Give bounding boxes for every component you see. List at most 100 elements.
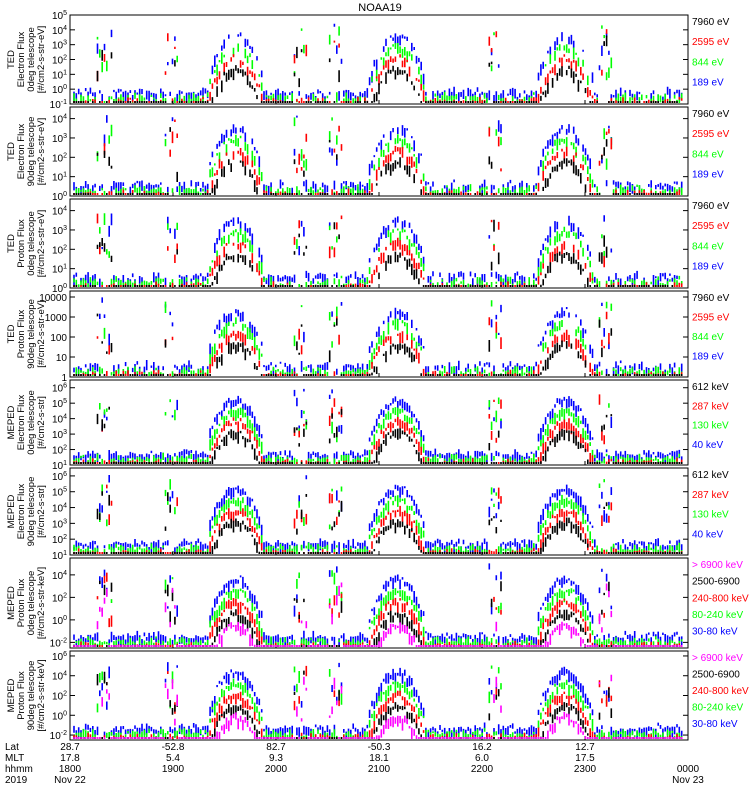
panel-2: TEDElectron Flux90deg telescope[#/cm2-s-… (6, 106, 730, 203)
legend-entry: 2595 eV (692, 221, 730, 232)
tick-label: 100 (52, 84, 67, 96)
tick-label: 1000 (45, 313, 68, 324)
x-lat-label: 82.7 (266, 742, 286, 753)
x-hhmm-label: 2300 (574, 764, 597, 775)
series-magenta-marks (73, 674, 683, 739)
legend-entry: 2595 eV (692, 129, 730, 140)
tick-label: 104 (52, 414, 67, 426)
tick-label: 102 (52, 691, 67, 703)
legend-entry: 189 eV (692, 262, 724, 273)
series-green-marks (75, 117, 683, 195)
panel-8: MEPEDProton Flux90deg telescope[#/cm2-s-… (6, 650, 749, 742)
legend: > 6900 keV 2500-6900 240-800 keV 80-240 keV… (692, 560, 749, 638)
tick-label: 104 (52, 114, 67, 126)
x-hhmm-label: 0000 (677, 764, 700, 775)
tick-label: 106 (52, 383, 67, 395)
y-axis-label: MEPEDProton Flux0deg telescope[#/cm2-s-s… (6, 567, 47, 639)
tick-label: 100 (52, 710, 67, 722)
tick-label: 101 (52, 550, 67, 562)
series-red-marks (73, 394, 683, 464)
legend-entry: 844 eV (692, 332, 724, 343)
x-date-label: Nov 23 (672, 775, 704, 786)
legend: 612 keV 287 keV 130 keV 40 keV (692, 382, 729, 451)
legend-entry: 80-240 keV (692, 610, 743, 621)
legend-entry: 2500-6900 (692, 669, 740, 680)
x-row-label: 2019 (5, 775, 28, 786)
legend-entry: 30-80 keV (692, 627, 738, 638)
series-black-marks (73, 219, 674, 287)
legend-entry: 7960 eV (692, 201, 730, 212)
legend-entry: 2595 eV (692, 313, 730, 324)
tick-label: 104 (52, 570, 67, 582)
panel-1: TEDElectron Flux0deg telescope[#/cm2-s-s… (6, 10, 730, 111)
tick-label: 10-2 (50, 637, 67, 649)
y-axis-label: MEPEDElectron Flux90deg telescope[#/cm2-… (6, 477, 47, 547)
y-axis-label: MEPEDProton Flux90deg telescope[#/cm2-s-… (6, 659, 47, 731)
series-black-marks (73, 313, 683, 376)
legend: 7960 eV 2595 eV 844 eV 189 eV (692, 293, 730, 363)
series-black-marks (73, 491, 683, 554)
legend-entry: 130 keV (692, 510, 729, 521)
legend-entry: 189 eV (692, 170, 724, 181)
legend-entry: 189 eV (692, 78, 724, 89)
legend-entry: 612 keV (692, 382, 729, 393)
tick-label: 106 (52, 651, 67, 663)
legend: 7960 eV 2595 eV 844 eV 189 eV (692, 109, 730, 181)
legend-entry: 7960 eV (692, 17, 730, 28)
legend-entry: 844 eV (692, 57, 724, 68)
tick-label: 100 (52, 191, 67, 203)
tick-label: 105 (52, 487, 67, 499)
legend-entry: 80-240 keV (692, 702, 743, 713)
x-lat-label: 28.7 (60, 742, 80, 753)
legend-entry: 844 eV (692, 241, 724, 252)
tick-label: 101 (52, 460, 67, 472)
series-blue-marks (73, 297, 683, 376)
series-black-marks (73, 406, 683, 464)
legend-entry: 287 keV (692, 401, 729, 412)
flux-marks (73, 662, 683, 739)
tick-label: 10000 (39, 293, 67, 304)
legend-entry: 130 keV (692, 421, 729, 432)
tick-label: 104 (52, 671, 67, 683)
tick-label: 103 (52, 518, 67, 530)
series-black-marks (73, 127, 676, 195)
tick-label: 103 (52, 225, 67, 237)
tick-label: 104 (52, 25, 67, 37)
tick-label: 101 (52, 172, 67, 184)
panel-3: TEDProton Flux0deg telescope[#/cm2-s-str… (6, 198, 730, 295)
legend: 7960 eV 2595 eV 844 eV 189 eV (692, 17, 730, 89)
legend-entry: 7960 eV (692, 109, 730, 120)
legend-entry: 2500-6900 (692, 577, 740, 588)
series-blue-marks (73, 388, 683, 464)
panel-frame (69, 106, 689, 197)
legend: > 6900 keV 2500-6900 240-800 keV 80-240 keV… (692, 653, 749, 730)
tick-label: 1 (61, 373, 67, 384)
series-blue-marks (73, 662, 683, 739)
series-magenta-marks (73, 582, 683, 647)
tick-label: 10-1 (50, 99, 67, 111)
series-red-marks (73, 213, 683, 287)
x-mlt-label: 17.8 (60, 753, 80, 764)
chart-title: NOAA19 (358, 2, 401, 14)
y-axis-label: MEPEDElectron Flux0deg telescope[#/cm2-s… (6, 390, 47, 454)
legend-entry: > 6900 keV (692, 653, 743, 664)
x-hhmm-label: 2000 (265, 764, 288, 775)
x-row-label: hhmm (5, 764, 33, 775)
tick-label: 101 (52, 69, 67, 81)
y-axis-label: TEDProton Flux90deg telescope[#/cm2-s-st… (6, 299, 47, 369)
legend-entry: 40 keV (692, 529, 723, 540)
tick-label: 102 (52, 445, 67, 457)
legend-entry: 240-800 keV (692, 686, 749, 697)
x-mlt-label: 6.0 (475, 753, 489, 764)
tick-label: 104 (52, 206, 67, 218)
tick-label: 10-2 (50, 730, 67, 742)
flux-marks (73, 213, 683, 287)
tick-label: 100 (50, 333, 67, 344)
legend: 612 keV 287 keV 130 keV 40 keV (692, 470, 729, 540)
series-red-marks (73, 29, 683, 103)
x-hhmm-label: 1800 (59, 764, 82, 775)
flux-marks (73, 475, 683, 554)
tick-label: 103 (52, 429, 67, 441)
tick-label: 100 (52, 283, 67, 295)
